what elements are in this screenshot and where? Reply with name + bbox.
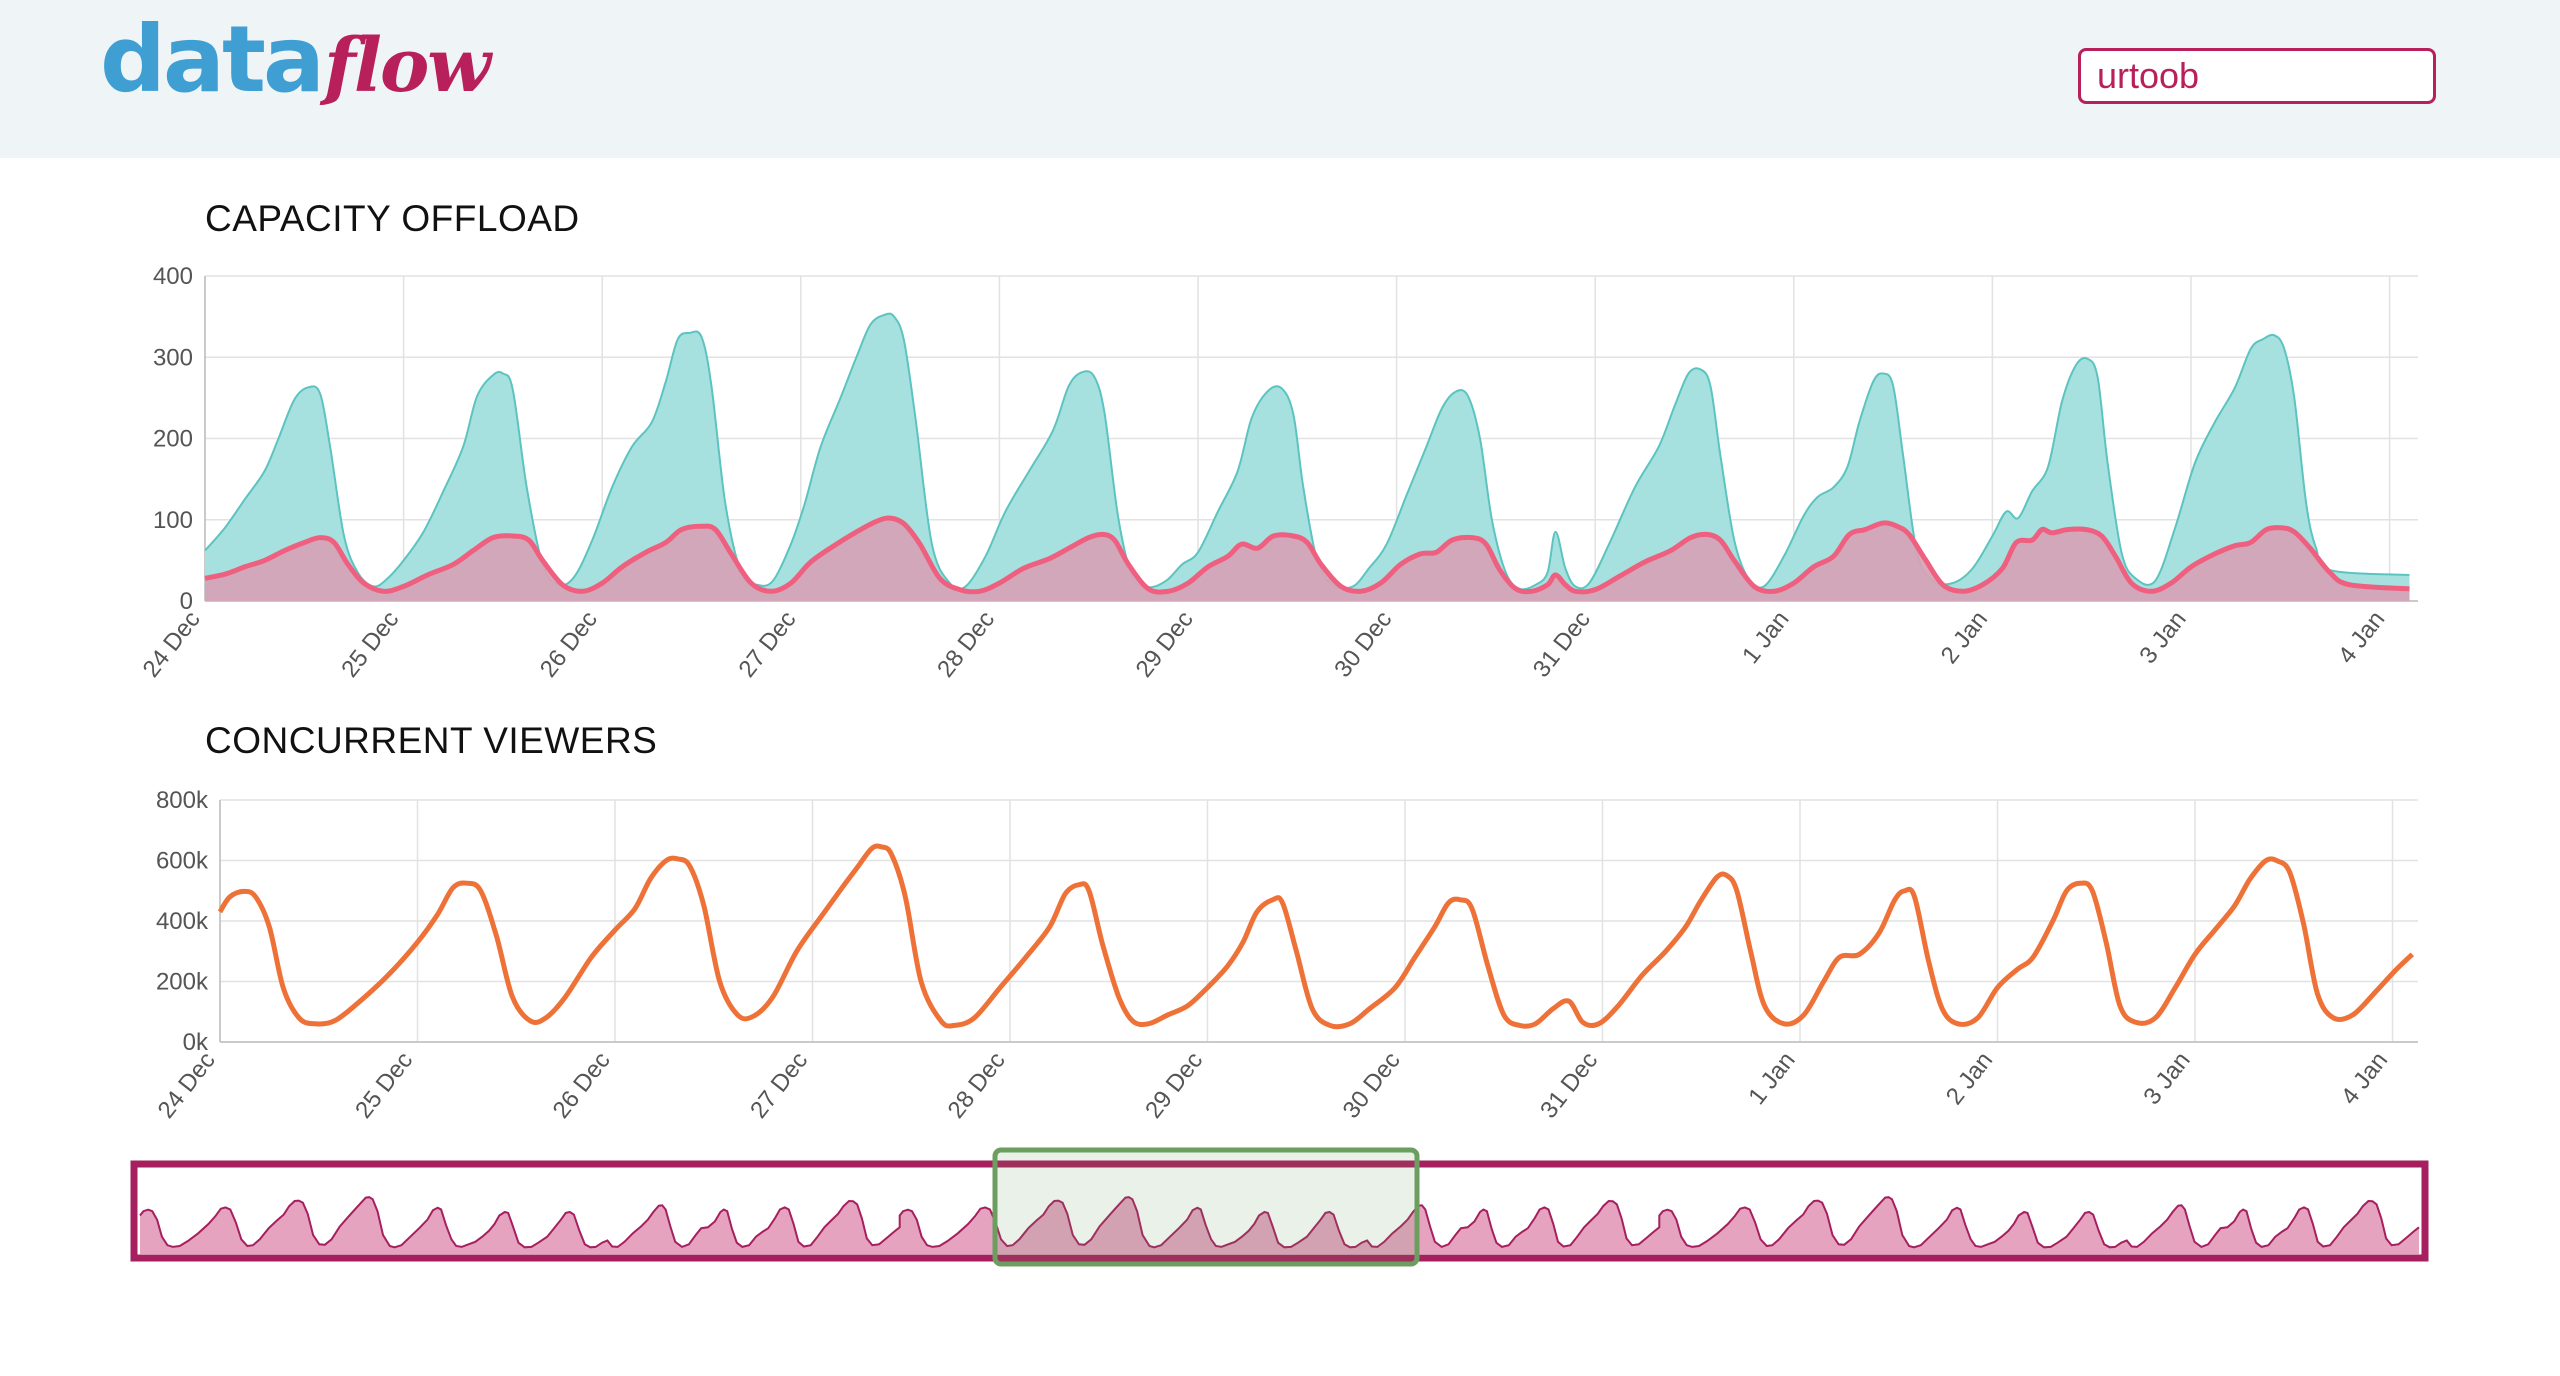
chart-title-concurrent-viewers: CONCURRENT VIEWERS: [205, 720, 658, 761]
offload-y-tick-label: 200: [153, 426, 193, 453]
viewers-x-tick-label: 25 Dec: [350, 1047, 418, 1124]
brush-selection-window[interactable]: [992, 1147, 1420, 1267]
viewers-series-1-line: [217, 843, 2414, 1030]
offload-series-2-area: [205, 518, 2410, 601]
offload-y-tick-label: 400: [153, 263, 193, 290]
viewers-x-tick-label: 2 Jan: [1941, 1047, 1998, 1110]
offload-x-tick-label: 25 Dec: [336, 606, 404, 683]
offload-x-tick-label: 30 Dec: [1329, 606, 1397, 683]
viewers-y-tick-label: 200k: [156, 969, 209, 996]
search-input[interactable]: [2078, 48, 2436, 104]
capacity-offload-chart: 0 100 200 300 400 24 Dec 25 Dec 26 Dec 27 Dec 28 …: [138, 263, 2418, 683]
offload-x-tick-label: 3 Jan: [2134, 606, 2191, 669]
app-header: data flow: [0, 0, 2560, 158]
logo-flow-text: flow: [324, 23, 491, 109]
brush-overview-line: [139, 1196, 2420, 1249]
viewers-x-tick-label: 31 Dec: [1535, 1047, 1603, 1124]
offload-series-2-line: [204, 515, 2410, 595]
offload-series-1-line: [204, 312, 2410, 591]
offload-x-tick-label: 24 Dec: [138, 606, 206, 683]
viewers-x-tick-label: 26 Dec: [548, 1047, 616, 1124]
viewers-y-tick-label: 800k: [156, 787, 209, 814]
viewers-x-tick-label: 3 Jan: [2138, 1047, 2195, 1110]
viewers-x-tick-label: 4 Jan: [2336, 1047, 2393, 1110]
offload-x-tick-label: 27 Dec: [733, 606, 801, 683]
concurrent-viewers-chart: 0k 200k 400k 600k 800k 24 Dec 25 Dec 26 Dec 27 D…: [153, 787, 2418, 1124]
viewers-x-tick-label: 29 Dec: [1140, 1047, 1208, 1124]
viewers-x-tick-label: 28 Dec: [943, 1047, 1011, 1124]
brush-frame: [130, 1160, 2429, 1262]
viewers-y-tick-label: 0k: [183, 1029, 209, 1056]
viewers-y-tick-label: 600k: [156, 848, 209, 875]
logo-data-text: data: [100, 6, 325, 113]
viewers-x-tick-label: 1 Jan: [1743, 1047, 1800, 1110]
offload-x-tick-label: 29 Dec: [1131, 606, 1199, 683]
offload-x-tick-label: 26 Dec: [535, 606, 603, 683]
offload-y-tick-label: 300: [153, 344, 193, 371]
viewers-x-tick-label: 30 Dec: [1338, 1047, 1406, 1124]
timeline-brush[interactable]: [0, 1140, 2560, 1270]
offload-x-tick-label: 2 Jan: [1936, 606, 1993, 669]
offload-x-tick-label: 1 Jan: [1737, 606, 1794, 669]
offload-x-tick-label: 31 Dec: [1528, 606, 1596, 683]
brush-overview-area: [140, 1197, 2419, 1254]
offload-y-tick-label: 0: [180, 588, 193, 615]
dataflow-logo[interactable]: data flow: [100, 6, 491, 134]
offload-x-tick-label: 4 Jan: [2333, 606, 2390, 669]
viewers-x-tick-label: 24 Dec: [153, 1047, 221, 1124]
offload-y-tick-label: 100: [153, 507, 193, 534]
viewers-x-tick-label: 27 Dec: [745, 1047, 813, 1124]
viewers-y-tick-label: 400k: [156, 908, 209, 935]
offload-x-tick-label: 28 Dec: [932, 606, 1000, 683]
chart-title-capacity-offload: CAPACITY OFFLOAD: [205, 198, 580, 239]
